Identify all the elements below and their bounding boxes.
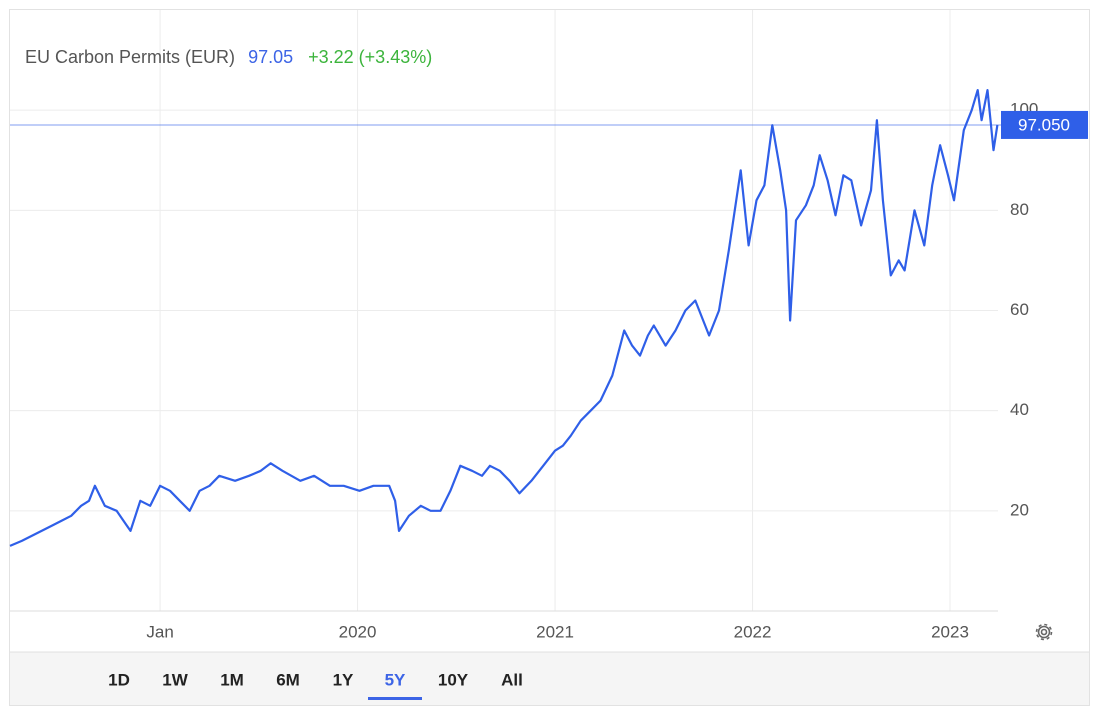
y-tick-label: 60	[1010, 300, 1029, 319]
x-tick-label: 2023	[931, 622, 969, 641]
range-button[interactable]: 1M	[220, 670, 244, 689]
range-button[interactable]: 5Y	[385, 670, 406, 689]
last-price-tag-label: 97.050	[1018, 115, 1070, 134]
x-tick-label: 2021	[536, 622, 574, 641]
header: EU Carbon Permits (EUR) 97.05 +3.22 (+3.…	[25, 47, 432, 67]
x-tick-label: Jan	[146, 622, 173, 641]
plot	[9, 89, 1001, 547]
y-tick-label: 80	[1010, 200, 1029, 219]
chart-title: EU Carbon Permits (EUR)	[25, 47, 235, 67]
y-tick-label: 40	[1010, 400, 1029, 419]
range-button-underline	[368, 697, 422, 700]
range-button[interactable]: All	[501, 670, 523, 689]
range-bar	[10, 652, 1089, 705]
last-price: 97.05	[248, 47, 293, 67]
widget-frame	[9, 9, 1090, 706]
range-button[interactable]: 6M	[276, 670, 300, 689]
price-change: +3.22 (+3.43%)	[308, 47, 432, 67]
range-buttons: 1D 1W 1M 6M 1Y 5Y 10Y All	[108, 670, 523, 700]
range-button[interactable]: 1W	[162, 670, 188, 689]
x-tick-label: 2022	[734, 622, 772, 641]
last-price-tag	[1001, 110, 1088, 139]
y-tick-label: 20	[1010, 500, 1029, 519]
grid	[10, 10, 998, 612]
settings-icon[interactable]	[1035, 623, 1053, 641]
price-line	[9, 89, 999, 547]
range-button[interactable]: 1D	[108, 670, 130, 689]
range-button[interactable]: 10Y	[438, 670, 469, 689]
range-button[interactable]: 1Y	[333, 670, 354, 689]
x-tick-label: 2020	[339, 622, 377, 641]
